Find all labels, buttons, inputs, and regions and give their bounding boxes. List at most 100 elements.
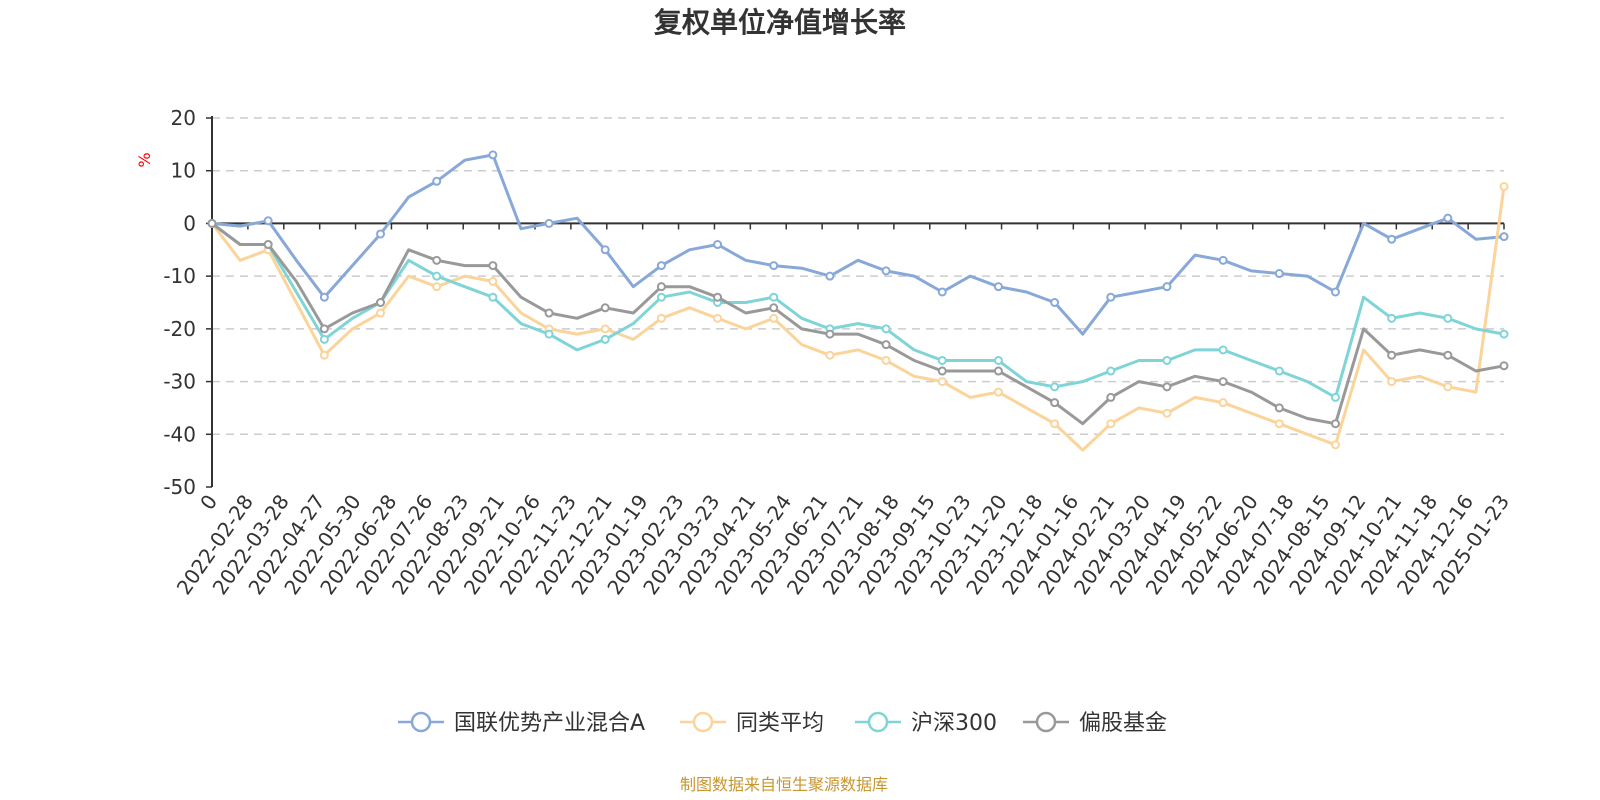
series-line-0 — [211, 153, 1505, 336]
series-point — [376, 308, 386, 318]
series-point — [432, 255, 442, 265]
y-tick-label: 0 — [183, 211, 196, 235]
series-point — [1274, 366, 1284, 376]
series-point — [432, 176, 442, 186]
series-point — [1443, 350, 1453, 360]
series-point — [1050, 298, 1060, 307]
y-tick-label: -50 — [163, 475, 196, 499]
series-point — [656, 292, 666, 302]
series-point — [937, 377, 947, 387]
series-point — [1387, 350, 1397, 360]
series-point — [1274, 419, 1284, 429]
series-point — [432, 282, 442, 292]
series-point — [825, 350, 835, 360]
series-point — [937, 366, 947, 376]
series-point — [319, 334, 329, 344]
series-point — [656, 313, 666, 323]
series-point — [1274, 269, 1284, 279]
y-tick-label: 20 — [171, 106, 196, 130]
series-line-3 — [211, 222, 1505, 426]
series-point — [1106, 419, 1116, 429]
series-point — [769, 303, 779, 313]
series-point — [881, 324, 891, 334]
series-point — [993, 355, 1003, 365]
legend-marker — [867, 711, 889, 733]
legend-marker — [1035, 711, 1057, 733]
series-point — [656, 282, 666, 292]
series-point — [1162, 408, 1172, 418]
series-point — [600, 303, 610, 313]
y-tick-label: -40 — [163, 422, 196, 446]
series-point — [600, 245, 610, 255]
series-point — [1050, 398, 1060, 408]
series-point — [207, 218, 217, 228]
series-point — [1330, 419, 1340, 429]
series-point — [1499, 182, 1509, 192]
grid-layer — [212, 117, 1504, 436]
y-tick-label: -20 — [163, 317, 196, 341]
legend-item-2[interactable]: 沪深300 — [855, 711, 997, 736]
legend-label: 国联优势产业混合A — [454, 711, 645, 736]
series-point — [881, 355, 891, 365]
series-point — [713, 292, 723, 302]
series-point — [825, 271, 835, 281]
series-point — [1443, 213, 1453, 223]
series-point — [1050, 419, 1060, 429]
series-point — [1330, 287, 1340, 297]
series-point — [263, 216, 273, 226]
series-point — [881, 266, 891, 276]
series-point — [488, 292, 498, 302]
series-point — [319, 324, 329, 334]
legend-item-1[interactable]: 同类平均 — [680, 711, 824, 736]
legend[interactable]: 国联优势产业混合A 同类平均 沪深300 偏股基金 — [398, 711, 1167, 736]
legend-item-0[interactable]: 国联优势产业混合A — [398, 711, 645, 736]
series-point — [1387, 377, 1397, 387]
chart-title: 复权单位净值增长率 — [654, 6, 906, 39]
series-point — [769, 292, 779, 302]
series-point — [1162, 282, 1172, 292]
series-point — [1499, 232, 1509, 242]
series-point — [600, 334, 610, 344]
series-point — [713, 240, 723, 250]
series-point — [488, 261, 498, 271]
series-line-1 — [210, 186, 1506, 452]
series-point — [1050, 382, 1060, 392]
series-point — [1274, 403, 1284, 413]
series-point — [544, 329, 554, 339]
series-point — [993, 282, 1003, 292]
y-tick-label: -10 — [163, 264, 196, 288]
series-point — [1443, 382, 1453, 392]
series-point — [319, 350, 329, 360]
legend-label: 偏股基金 — [1079, 711, 1167, 736]
series-point — [825, 329, 835, 339]
legend-marker — [410, 711, 432, 733]
source-note: 制图数据来自恒生聚源数据库 — [680, 775, 888, 794]
series-point — [1162, 355, 1172, 365]
legend-label: 同类平均 — [736, 711, 824, 736]
x-tick-label: 0 — [195, 490, 222, 514]
series-point — [376, 229, 386, 239]
series-point — [993, 387, 1003, 397]
series-point — [937, 355, 947, 365]
series-point — [1106, 292, 1116, 302]
series-point — [937, 287, 947, 297]
series-point — [1499, 329, 1509, 339]
y-tick-label: 10 — [171, 159, 196, 183]
series-point — [1218, 255, 1228, 265]
y-axis-unit: % — [135, 152, 154, 167]
series-point — [1387, 234, 1397, 244]
series-point — [1387, 313, 1397, 323]
series-point — [488, 150, 498, 160]
legend-item-3[interactable]: 偏股基金 — [1023, 711, 1167, 736]
series-point — [1499, 361, 1509, 371]
series-point — [544, 308, 554, 318]
series-point — [769, 261, 779, 271]
series-point — [1330, 392, 1340, 402]
series-point — [993, 366, 1003, 376]
series-point — [881, 340, 891, 350]
series-point — [1330, 440, 1340, 450]
series-point — [432, 271, 442, 281]
series-point — [769, 313, 779, 323]
series-layer — [207, 150, 1509, 452]
